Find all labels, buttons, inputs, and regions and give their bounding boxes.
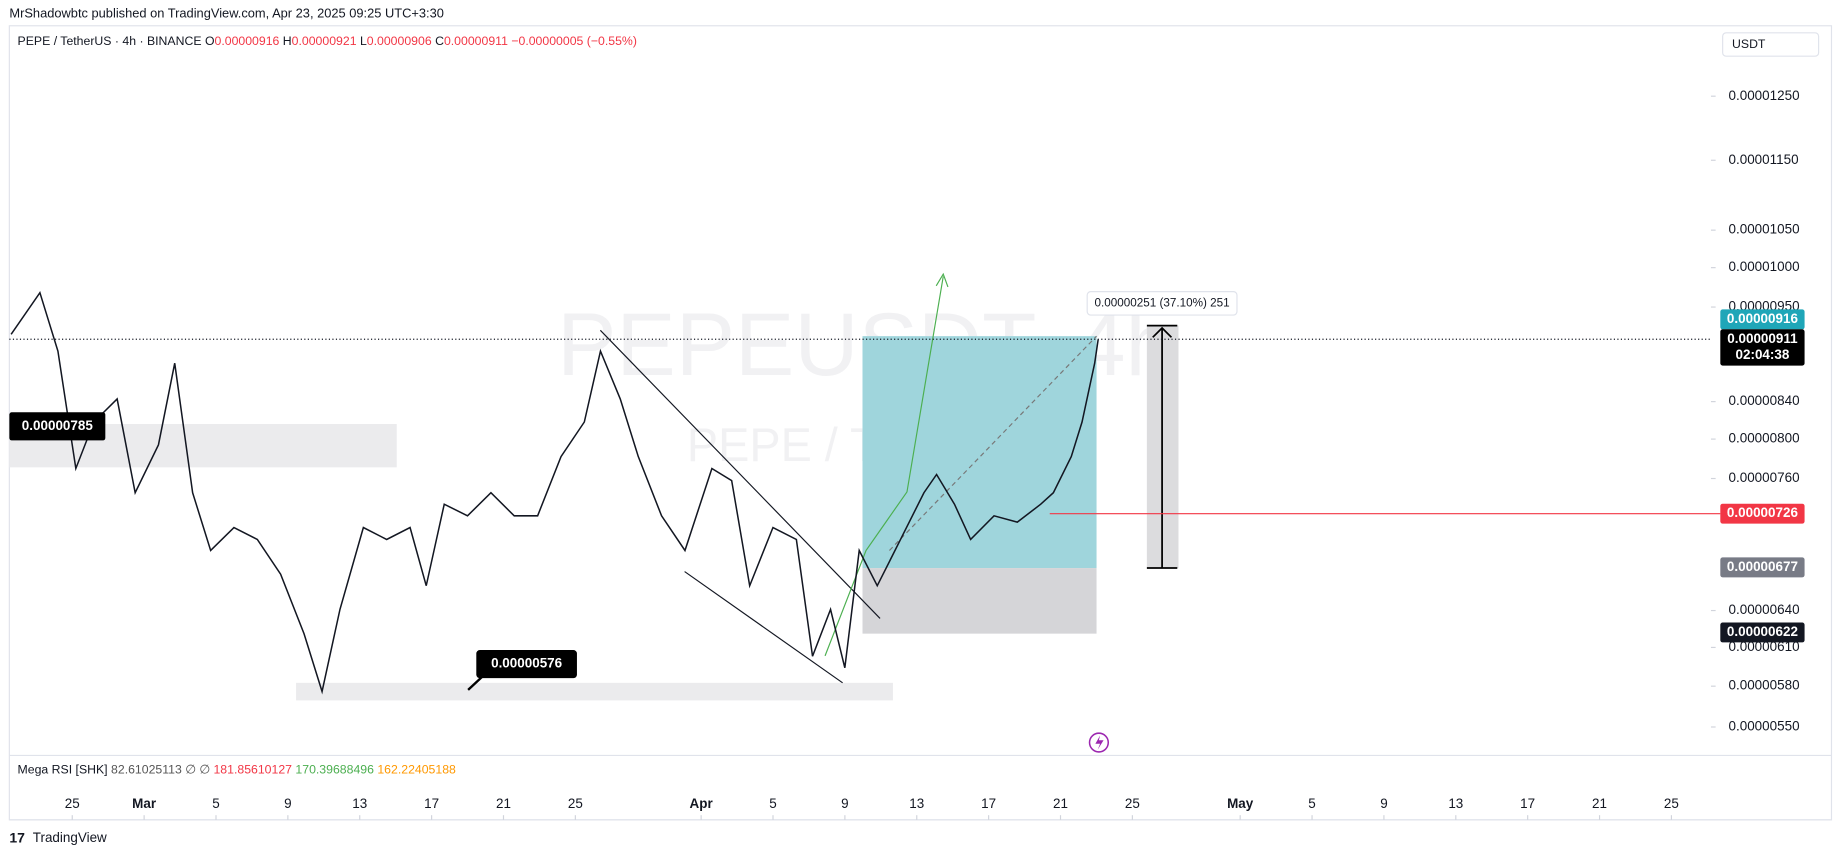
- price-label-box: [1720, 622, 1805, 643]
- change: −0.00000005 (−0.55%): [511, 34, 637, 48]
- y-tick-label: 0.00000550: [1729, 719, 1800, 734]
- ohlc-value: 0.00000916: [215, 34, 280, 48]
- x-tick-label: 17: [424, 796, 439, 811]
- y-tick-label: 0.00001150: [1729, 152, 1799, 167]
- price-label: 0.00000911: [1727, 331, 1798, 346]
- x-tick-label: 21: [1053, 796, 1068, 811]
- dashed-line: [888, 335, 1097, 551]
- x-tick-label: 13: [1448, 796, 1463, 811]
- indicator-line: Mega RSI [SHK] 82.61025113 ∅ ∅ 181.85610…: [18, 763, 456, 777]
- ohlc-value: 0.00000906: [367, 34, 432, 48]
- brand: TradingView: [33, 830, 107, 845]
- y-tick-label: 0.00001250: [1729, 88, 1800, 103]
- currency-box[interactable]: [1722, 32, 1820, 57]
- measure-arrow: [1152, 326, 1173, 338]
- x-tick-label: 5: [769, 796, 776, 811]
- brand-logo: 17: [9, 829, 25, 845]
- price-line: [10, 290, 1099, 695]
- x-tick-label: 9: [284, 796, 291, 811]
- x-tick-label: 25: [1125, 796, 1140, 811]
- symbol-title: PEPE / TetherUS · 4h · BINANCE: [18, 34, 202, 48]
- indicator-value: 181.85610127: [213, 763, 292, 777]
- trend-line: [599, 329, 881, 619]
- x-tick-label: 25: [65, 796, 80, 811]
- y-tick-label: 0.00001050: [1729, 222, 1800, 237]
- ohlc-key: L: [360, 34, 367, 48]
- y-tick-label: 0.00000640: [1729, 602, 1800, 617]
- indicator-value: 170.39688496: [295, 763, 374, 777]
- target-zone: [862, 336, 1097, 569]
- projection-arrow: [824, 276, 944, 657]
- indicator-name: Mega RSI [SHK]: [18, 763, 108, 777]
- ohlc-value: 0.00000911: [444, 34, 508, 48]
- callout-label: 0.00000576: [491, 656, 562, 671]
- indicator-value: ∅: [185, 763, 196, 777]
- x-tick-label: 17: [981, 796, 996, 811]
- y-tick-label: 0.00000580: [1729, 678, 1800, 693]
- y-tick-label: 0.00001000: [1729, 259, 1800, 274]
- ohlc-value: 0.00000921: [292, 34, 357, 48]
- currency[interactable]: USDT: [1732, 37, 1766, 51]
- x-tick-label: 21: [1592, 796, 1607, 811]
- x-tick-label: 21: [496, 796, 511, 811]
- y-tick-label: 0.00000800: [1729, 431, 1800, 446]
- publisher: MrShadowbtc published on TradingView.com…: [9, 5, 444, 20]
- x-tick-label: 5: [1308, 796, 1315, 811]
- x-tick-label: 17: [1520, 796, 1535, 811]
- ohlc-key: O: [205, 34, 215, 48]
- ohlc-key: H: [283, 34, 292, 48]
- price-label: 0.00000916: [1727, 311, 1798, 326]
- legend-line: PEPE / TetherUS · 4h · BINANCE O0.000009…: [18, 34, 637, 48]
- measure-label: 0.00000251 (37.10%) 251: [1095, 296, 1230, 309]
- y-tick-label: 0.00000610: [1729, 639, 1800, 654]
- axes: 0.00001250 0.00001150 0.00001050 0.00001000…: [65, 88, 1805, 820]
- trend-line: [684, 571, 843, 684]
- price-label-box: [1720, 329, 1805, 366]
- x-tick-label: Apr: [690, 796, 714, 811]
- price-label-box: [1720, 557, 1805, 578]
- callout-box: [476, 650, 577, 679]
- ohlc-key: C: [435, 34, 444, 48]
- price-label-box: [1720, 309, 1805, 330]
- x-tick-label: 9: [1380, 796, 1387, 811]
- x-tick-label: 13: [909, 796, 924, 811]
- event-bolt: [1095, 735, 1104, 750]
- zone: [296, 682, 893, 701]
- arrow-head: [935, 272, 949, 288]
- countdown: 02:04:38: [1736, 347, 1790, 362]
- note-box: [9, 412, 106, 441]
- measure-box: [1086, 291, 1238, 316]
- y-tick-label: 0.00000840: [1729, 393, 1800, 408]
- price-label: 0.00000677: [1727, 559, 1798, 574]
- indicator-value: 162.22405188: [377, 763, 456, 777]
- x-tick-label: 5: [212, 796, 219, 811]
- price-layer: [9, 290, 1721, 695]
- x-tick-label: May: [1227, 796, 1254, 811]
- x-tick-label: 9: [841, 796, 848, 811]
- price-label-box: [1720, 503, 1805, 524]
- x-tick-label: Mar: [132, 796, 157, 811]
- indicator-value: ∅: [199, 763, 210, 777]
- event-icon[interactable]: [1088, 732, 1110, 753]
- x-tick-label: 13: [352, 796, 367, 811]
- stop-zone: [862, 568, 1097, 634]
- y-tick-label: 0.00000760: [1729, 470, 1800, 485]
- note-label: 0.00000785: [22, 418, 94, 433]
- price-label: 0.00000622: [1727, 624, 1798, 639]
- price-label: 0.00000726: [1727, 505, 1798, 520]
- x-tick-label: 25: [1664, 796, 1679, 811]
- x-tick-label: 25: [568, 796, 583, 811]
- indicator-value: 82.61025113: [111, 763, 182, 777]
